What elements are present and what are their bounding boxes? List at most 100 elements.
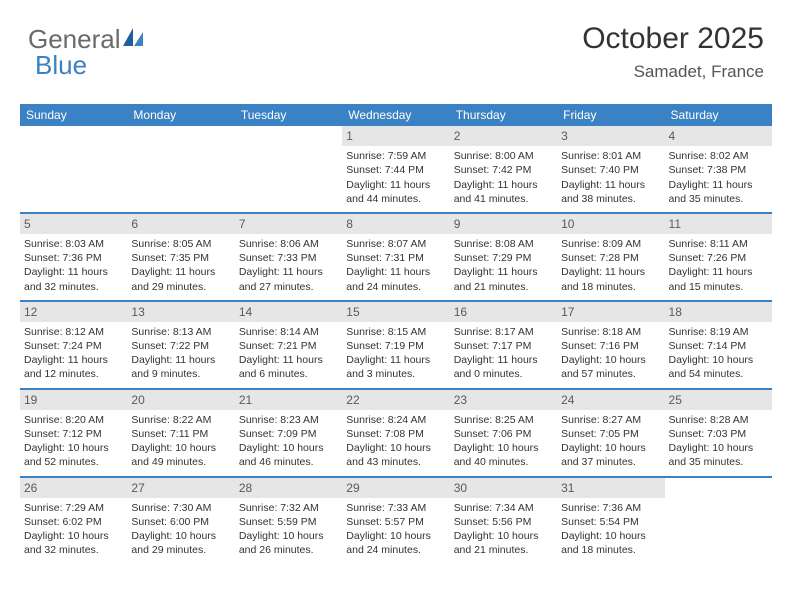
weekday-header: Friday: [557, 104, 664, 126]
sunset-text: Sunset: 5:57 PM: [346, 515, 445, 529]
daylight-text: Daylight: 11 hours and 29 minutes.: [131, 265, 230, 293]
sunrise-text: Sunrise: 7:33 AM: [346, 501, 445, 515]
calendar-day: 27Sunrise: 7:30 AMSunset: 6:00 PMDayligh…: [127, 478, 234, 564]
sunset-text: Sunset: 7:12 PM: [24, 427, 123, 441]
calendar-day: 13Sunrise: 8:13 AMSunset: 7:22 PMDayligh…: [127, 302, 234, 388]
day-number: 19: [20, 390, 127, 410]
sunrise-text: Sunrise: 8:27 AM: [561, 413, 660, 427]
sunset-text: Sunset: 7:17 PM: [454, 339, 553, 353]
day-number: 9: [450, 214, 557, 234]
day-number: 30: [450, 478, 557, 498]
calendar-day: 22 Sunrise: 8:24 AMSunset: 7:08 PMDayligh…: [342, 390, 449, 476]
calendar-day: 17Sunrise: 8:18 AMSunset: 7:16 PMDayligh…: [557, 302, 664, 388]
sunset-text: Sunset: 7:21 PM: [239, 339, 338, 353]
calendar-day: 4Sunrise: 8:02 AMSunset: 7:38 PMDaylight…: [665, 126, 772, 212]
day-info: Sunrise: 8:11 AMSunset: 7:26 PMDaylight:…: [669, 237, 768, 294]
day-number: 12: [20, 302, 127, 322]
calendar-day: 10Sunrise: 8:09 AMSunset: 7:28 PMDayligh…: [557, 214, 664, 300]
sunrise-text: Sunrise: 7:32 AM: [239, 501, 338, 515]
sunset-text: Sunset: 7:29 PM: [454, 251, 553, 265]
calendar-week: 5 Sunrise: 8:03 AMSunset: 7:36 PMDaylight…: [20, 214, 772, 302]
sunrise-text: Sunrise: 8:02 AM: [669, 149, 768, 163]
day-info: Sunrise: 8:24 AMSunset: 7:08 PMDaylight:…: [346, 413, 445, 470]
sunrise-text: Sunrise: 7:34 AM: [454, 501, 553, 515]
calendar-day: 14 Sunrise: 8:14 AMSunset: 7:21 PMDayligh…: [235, 302, 342, 388]
day-info: Sunrise: 8:15 AMSunset: 7:19 PMDaylight:…: [346, 325, 445, 382]
daylight-text: Daylight: 11 hours and 3 minutes.: [346, 353, 445, 381]
day-info: Sunrise: 8:23 AMSunset: 7:09 PMDaylight:…: [239, 413, 338, 470]
day-number: 18: [665, 302, 772, 322]
day-number: 20: [127, 390, 234, 410]
calendar-day: 6Sunrise: 8:05 AMSunset: 7:35 PMDaylight…: [127, 214, 234, 300]
calendar-week: 1Sunrise: 7:59 AMSunset: 7:44 PMDaylight…: [20, 126, 772, 214]
calendar-day: 20Sunrise: 8:22 AMSunset: 7:11 PMDayligh…: [127, 390, 234, 476]
daylight-text: Daylight: 11 hours and 35 minutes.: [669, 178, 768, 206]
day-number: 8: [342, 214, 449, 234]
daylight-text: Daylight: 10 hours and 40 minutes.: [454, 441, 553, 469]
day-number: 15: [342, 302, 449, 322]
daylight-text: Daylight: 10 hours and 54 minutes.: [669, 353, 768, 381]
daylight-text: Daylight: 10 hours and 37 minutes.: [561, 441, 660, 469]
day-number: 22: [342, 390, 449, 410]
calendar-day: 26Sunrise: 7:29 AMSunset: 6:02 PMDayligh…: [20, 478, 127, 564]
daylight-text: Daylight: 10 hours and 18 minutes.: [561, 529, 660, 557]
sunset-text: Sunset: 7:38 PM: [669, 163, 768, 177]
calendar-weeks: 1Sunrise: 7:59 AMSunset: 7:44 PMDaylight…: [20, 126, 772, 563]
calendar-day: 29Sunrise: 7:33 AMSunset: 5:57 PMDayligh…: [342, 478, 449, 564]
sunrise-text: Sunrise: 8:22 AM: [131, 413, 230, 427]
day-number: 16: [450, 302, 557, 322]
sunrise-text: Sunrise: 8:19 AM: [669, 325, 768, 339]
daylight-text: Daylight: 11 hours and 15 minutes.: [669, 265, 768, 293]
sunset-text: Sunset: 7:26 PM: [669, 251, 768, 265]
sunrise-text: Sunrise: 8:25 AM: [454, 413, 553, 427]
calendar-day: 8Sunrise: 8:07 AMSunset: 7:31 PMDaylight…: [342, 214, 449, 300]
daylight-text: Daylight: 11 hours and 6 minutes.: [239, 353, 338, 381]
calendar-day: 12Sunrise: 8:12 AMSunset: 7:24 PMDayligh…: [20, 302, 127, 388]
calendar-day: 28Sunrise: 7:32 AMSunset: 5:59 PMDayligh…: [235, 478, 342, 564]
calendar-day: 5 Sunrise: 8:03 AMSunset: 7:36 PMDaylight…: [20, 214, 127, 300]
sunrise-text: Sunrise: 8:24 AM: [346, 413, 445, 427]
calendar-day: 16 Sunrise: 8:17 AMSunset: 7:17 PMDayligh…: [450, 302, 557, 388]
day-info: Sunrise: 8:20 AMSunset: 7:12 PMDaylight:…: [24, 413, 123, 470]
day-number: 5: [20, 214, 127, 234]
calendar-day: 25Sunrise: 8:28 AMSunset: 7:03 PMDayligh…: [665, 390, 772, 476]
day-number: 27: [127, 478, 234, 498]
sunset-text: Sunset: 7:09 PM: [239, 427, 338, 441]
weekday-header: Monday: [127, 104, 234, 126]
sunset-text: Sunset: 7:40 PM: [561, 163, 660, 177]
sunrise-text: Sunrise: 7:30 AM: [131, 501, 230, 515]
daylight-text: Daylight: 10 hours and 43 minutes.: [346, 441, 445, 469]
day-number: 11: [665, 214, 772, 234]
day-info: Sunrise: 8:14 AMSunset: 7:21 PMDaylight:…: [239, 325, 338, 382]
sunrise-text: Sunrise: 8:23 AM: [239, 413, 338, 427]
day-info: Sunrise: 8:13 AMSunset: 7:22 PMDaylight:…: [131, 325, 230, 382]
calendar-day: [20, 126, 127, 212]
daylight-text: Daylight: 11 hours and 0 minutes.: [454, 353, 553, 381]
sunrise-text: Sunrise: 8:14 AM: [239, 325, 338, 339]
daylight-text: Daylight: 10 hours and 57 minutes.: [561, 353, 660, 381]
day-number: 31: [557, 478, 664, 498]
location-label: Samadet, France: [582, 62, 764, 82]
daylight-text: Daylight: 11 hours and 44 minutes.: [346, 178, 445, 206]
day-number: 28: [235, 478, 342, 498]
day-info: Sunrise: 8:17 AMSunset: 7:17 PMDaylight:…: [454, 325, 553, 382]
day-number: 7: [235, 214, 342, 234]
sunset-text: Sunset: 7:42 PM: [454, 163, 553, 177]
day-info: Sunrise: 8:05 AMSunset: 7:35 PMDaylight:…: [131, 237, 230, 294]
sunset-text: Sunset: 7:11 PM: [131, 427, 230, 441]
sunset-text: Sunset: 7:24 PM: [24, 339, 123, 353]
day-info: Sunrise: 7:36 AMSunset: 5:54 PMDaylight:…: [561, 501, 660, 558]
calendar-day: [235, 126, 342, 212]
daylight-text: Daylight: 11 hours and 12 minutes.: [24, 353, 123, 381]
sunset-text: Sunset: 7:05 PM: [561, 427, 660, 441]
sunrise-text: Sunrise: 8:18 AM: [561, 325, 660, 339]
day-number: 25: [665, 390, 772, 410]
day-info: Sunrise: 8:03 AMSunset: 7:36 PMDaylight:…: [24, 237, 123, 294]
calendar-day: 19 Sunrise: 8:20 AMSunset: 7:12 PMDayligh…: [20, 390, 127, 476]
daylight-text: Daylight: 10 hours and 35 minutes.: [669, 441, 768, 469]
sunrise-text: Sunrise: 7:59 AM: [346, 149, 445, 163]
sunrise-text: Sunrise: 8:13 AM: [131, 325, 230, 339]
day-number: 14: [235, 302, 342, 322]
sunrise-text: Sunrise: 8:08 AM: [454, 237, 553, 251]
daylight-text: Daylight: 10 hours and 32 minutes.: [24, 529, 123, 557]
